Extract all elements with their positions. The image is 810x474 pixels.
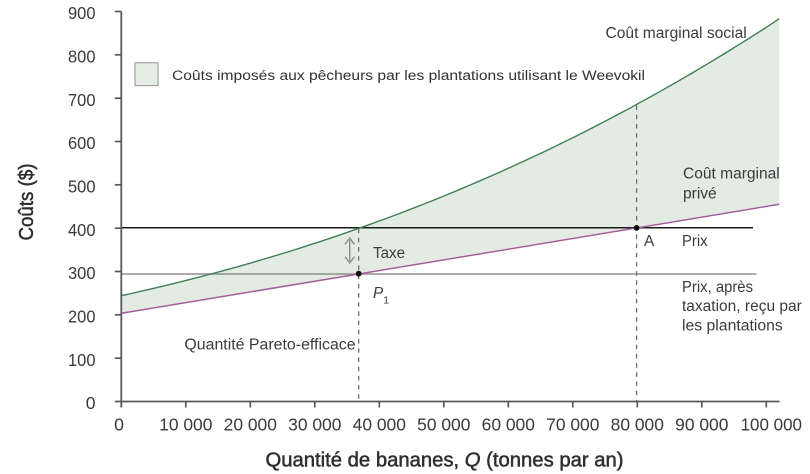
svg-text:300: 300 — [68, 263, 96, 283]
svg-text:600: 600 — [68, 133, 96, 153]
svg-text:60 000: 60 000 — [482, 414, 536, 434]
svg-text:Prix, après: Prix, après — [682, 279, 753, 296]
svg-text:0: 0 — [114, 414, 124, 434]
svg-text:0: 0 — [86, 393, 96, 413]
svg-text:100 000: 100 000 — [741, 414, 803, 434]
svg-text:taxation, reçu par: taxation, reçu par — [682, 298, 802, 315]
svg-text:900: 900 — [68, 3, 96, 23]
svg-text:30 000: 30 000 — [288, 414, 342, 434]
svg-text:privé: privé — [683, 186, 717, 203]
svg-text:80 000: 80 000 — [611, 414, 665, 434]
svg-text:20 000: 20 000 — [224, 414, 278, 434]
svg-text:40 000: 40 000 — [353, 414, 407, 434]
svg-text:10 000: 10 000 — [159, 414, 213, 434]
svg-text:200: 200 — [68, 306, 96, 326]
svg-text:A: A — [644, 233, 655, 250]
svg-text:70 000: 70 000 — [546, 414, 600, 434]
svg-text:100: 100 — [68, 350, 96, 370]
svg-text:Taxe: Taxe — [373, 245, 405, 262]
svg-text:Coût marginal: Coût marginal — [683, 165, 780, 182]
svg-text:Coûts ($): Coûts ($) — [16, 164, 38, 241]
svg-text:500: 500 — [68, 176, 96, 196]
svg-text:les plantations: les plantations — [682, 318, 783, 335]
svg-text:Quantité Pareto-efficace: Quantité Pareto-efficace — [184, 337, 355, 354]
svg-text:Prix: Prix — [682, 233, 708, 250]
svg-text:Quantité de bananes, Q (tonnes: Quantité de bananes, Q (tonnes par an) — [266, 449, 624, 471]
svg-text:Coût marginal social: Coût marginal social — [606, 25, 747, 42]
svg-text:700: 700 — [68, 90, 96, 110]
svg-text:P1: P1 — [373, 285, 389, 307]
svg-text:400: 400 — [68, 220, 96, 240]
svg-text:800: 800 — [68, 46, 96, 66]
svg-text:90 000: 90 000 — [675, 414, 729, 434]
svg-text:50 000: 50 000 — [417, 414, 471, 434]
svg-text:Coûts imposés aux pêcheurs par: Coûts imposés aux pêcheurs par les plant… — [172, 68, 645, 84]
